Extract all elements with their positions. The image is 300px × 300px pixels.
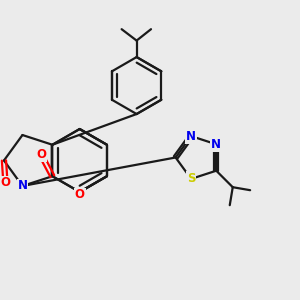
Text: N: N bbox=[211, 138, 221, 151]
Text: O: O bbox=[75, 188, 85, 202]
Text: N: N bbox=[186, 130, 196, 142]
Text: S: S bbox=[187, 172, 195, 185]
Text: N: N bbox=[17, 179, 28, 193]
Text: O: O bbox=[36, 148, 46, 161]
Text: O: O bbox=[1, 176, 10, 190]
